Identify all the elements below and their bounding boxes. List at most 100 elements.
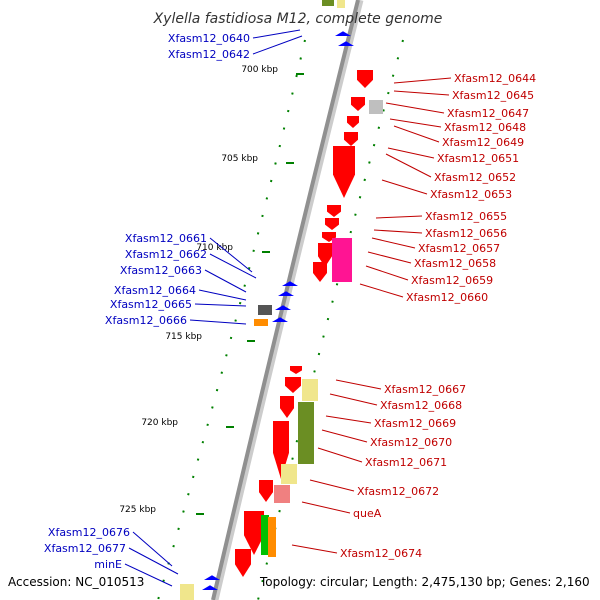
gene-features bbox=[180, 0, 383, 600]
gene-feature bbox=[281, 464, 297, 484]
callout-line bbox=[209, 237, 253, 273]
callout-line bbox=[387, 147, 435, 159]
gene-feature bbox=[298, 402, 314, 464]
forward-gene bbox=[327, 205, 341, 217]
gene-feature bbox=[369, 100, 383, 114]
callout-line bbox=[393, 125, 440, 143]
tick-label: 705 kbp bbox=[221, 154, 258, 164]
callout-line bbox=[252, 29, 301, 39]
tick-label: 725 kbp bbox=[119, 505, 156, 515]
callout-line bbox=[393, 90, 450, 96]
callout-line bbox=[309, 479, 355, 492]
gene-label-xfasm12-0664: Xfasm12_0664 bbox=[114, 284, 196, 297]
gene-label-xfasm12-0661: Xfasm12_0661 bbox=[125, 232, 207, 245]
reverse-gene bbox=[202, 585, 218, 590]
gene-label-xfasm12-0666: Xfasm12_0666 bbox=[105, 314, 187, 327]
gene-label-xfasm12-0665: Xfasm12_0665 bbox=[110, 298, 192, 311]
gene-label-xfasm12-0655: Xfasm12_0655 bbox=[425, 210, 507, 223]
callout-line bbox=[329, 393, 378, 406]
tick-label: 720 kbp bbox=[141, 418, 178, 428]
callout-line bbox=[393, 77, 452, 84]
forward-gene bbox=[285, 377, 301, 393]
gene-label-quea: queA bbox=[353, 507, 382, 520]
forward-gene bbox=[280, 396, 294, 418]
backbone bbox=[211, 0, 360, 600]
callout-line bbox=[373, 229, 423, 234]
gene-feature bbox=[322, 0, 334, 6]
gene-label-xfasm12-0672: Xfasm12_0672 bbox=[357, 485, 439, 498]
gene-feature bbox=[258, 305, 272, 315]
forward-gene bbox=[244, 511, 264, 555]
genome-title: Xylella fastidiosa M12, complete genome bbox=[153, 11, 443, 27]
callout-line bbox=[189, 319, 247, 325]
forward-gene bbox=[351, 97, 365, 111]
callout-line bbox=[325, 415, 372, 424]
reverse-gene bbox=[204, 575, 220, 580]
accession-text: Accession: NC_010513 bbox=[8, 575, 144, 589]
gene-label-xfasm12-0660: Xfasm12_0660 bbox=[406, 291, 488, 304]
gene-label-xfasm12-0649: Xfasm12_0649 bbox=[442, 136, 524, 149]
callout-line bbox=[128, 547, 179, 575]
forward-gene bbox=[347, 116, 359, 128]
tick-label: 715 kbp bbox=[165, 332, 202, 342]
gene-label-xfasm12-0642: Xfasm12_0642 bbox=[168, 48, 250, 61]
gene-label-xfasm12-0647: Xfasm12_0647 bbox=[447, 107, 529, 120]
gene-label-xfasm12-0657: Xfasm12_0657 bbox=[418, 242, 500, 255]
gene-label-xfasm12-0640: Xfasm12_0640 bbox=[168, 32, 250, 45]
reverse-gene bbox=[335, 31, 351, 36]
scale-ticks: 700 kbp 705 kbp 710 kbp 715 kbp 720 kbp 725 k… bbox=[119, 65, 304, 515]
callout-line bbox=[381, 179, 428, 195]
gene-label-xfasm12-0648: Xfasm12_0648 bbox=[444, 121, 526, 134]
forward-gene bbox=[313, 262, 327, 282]
callout-line bbox=[252, 35, 303, 55]
gene-feature bbox=[261, 515, 269, 555]
gene-label-xfasm12-0644: Xfasm12_0644 bbox=[454, 72, 536, 85]
gene-feature bbox=[274, 485, 290, 503]
callout-line bbox=[375, 215, 423, 219]
tick-label: 700 kbp bbox=[241, 65, 278, 75]
gene-label-xfasm12-0663: Xfasm12_0663 bbox=[120, 264, 202, 277]
callout-line bbox=[204, 269, 247, 293]
gene-feature bbox=[254, 319, 268, 326]
forward-gene bbox=[357, 70, 373, 88]
gene-callouts: Xfasm12_0640 Xfasm12_0642 Xfasm12_0661 Xfas… bbox=[44, 29, 536, 587]
callout-line bbox=[124, 563, 173, 587]
callout-line bbox=[132, 531, 173, 567]
callout-line bbox=[385, 102, 445, 114]
gene-feature bbox=[302, 379, 318, 401]
gene-label-xfasm12-0671: Xfasm12_0671 bbox=[365, 456, 447, 469]
gene-label-xfasm12-0662: Xfasm12_0662 bbox=[125, 248, 207, 261]
gene-label-xfasm12-0676: Xfasm12_0676 bbox=[48, 526, 130, 539]
callout-line bbox=[385, 153, 432, 178]
gene-feature bbox=[180, 584, 194, 600]
gene-label-mine: minE bbox=[94, 558, 122, 571]
gene-label-xfasm12-0659: Xfasm12_0659 bbox=[411, 274, 493, 287]
gene-feature bbox=[337, 0, 345, 8]
callout-line bbox=[367, 251, 412, 264]
gene-feature bbox=[268, 517, 276, 557]
callout-line bbox=[365, 265, 409, 281]
gene-label-xfasm12-0674: Xfasm12_0674 bbox=[340, 547, 422, 560]
callout-line bbox=[198, 289, 247, 301]
forward-gene bbox=[290, 366, 302, 374]
inner-dotted-track bbox=[157, 39, 306, 600]
callout-line bbox=[359, 283, 404, 298]
forward-gene bbox=[325, 218, 339, 230]
callout-line bbox=[209, 253, 257, 279]
reverse-gene bbox=[278, 291, 294, 296]
outer-dotted-track bbox=[257, 39, 404, 600]
reverse-gene bbox=[275, 305, 291, 310]
callout-line bbox=[371, 237, 416, 249]
gene-label-xfasm12-0667: Xfasm12_0667 bbox=[384, 383, 466, 396]
gene-label-xfasm12-0669: Xfasm12_0669 bbox=[374, 417, 456, 430]
gene-label-xfasm12-0658: Xfasm12_0658 bbox=[414, 257, 496, 270]
gene-feature bbox=[332, 238, 352, 282]
gene-label-xfasm12-0668: Xfasm12_0668 bbox=[380, 399, 462, 412]
gene-label-xfasm12-0645: Xfasm12_0645 bbox=[452, 89, 534, 102]
forward-gene bbox=[259, 480, 273, 502]
gene-label-xfasm12-0670: Xfasm12_0670 bbox=[370, 436, 452, 449]
callout-line bbox=[194, 303, 247, 307]
forward-gene bbox=[344, 132, 358, 146]
reverse-gene bbox=[282, 281, 298, 286]
